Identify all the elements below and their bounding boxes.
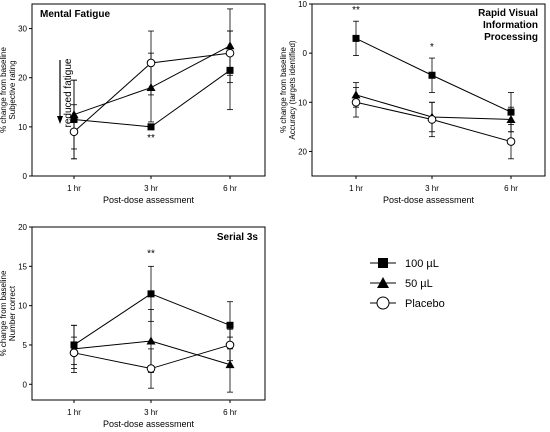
- significance-marker: **: [147, 248, 155, 259]
- y-tick-label: 10: [18, 123, 27, 132]
- y-tick-label: 30: [18, 25, 27, 34]
- data-point: [352, 34, 360, 42]
- data-point: [69, 127, 79, 137]
- x-tick-label: 6 hr: [504, 184, 518, 193]
- legend-label: 100 µL: [405, 258, 439, 270]
- x-tick-label: 1 hr: [67, 408, 81, 417]
- series-square: [70, 265, 234, 366]
- data-point: [506, 137, 516, 146]
- x-tick-label: 3 hr: [144, 184, 158, 193]
- data-point: [146, 58, 156, 68]
- data-point: [427, 115, 437, 124]
- legend-marker: [376, 296, 390, 310]
- legend: 100 µL 50 µL Placebo: [370, 258, 445, 310]
- plot-frame: [31, 226, 266, 401]
- data-point: [506, 114, 516, 123]
- chart-title: Mental Fatigue: [40, 9, 110, 20]
- chart-panel-3: 0 5 10 15 20 1 hr 3 hr 6 hr Post-dose assessment…: [0, 223, 266, 429]
- data-point: [225, 48, 235, 58]
- series-circle: [69, 328, 235, 389]
- significance-marker: *: [430, 42, 434, 53]
- data-point: [147, 290, 155, 298]
- chart-panel-1: 0 10 20 30 1 hr 3 hr 6 hr Post-dose assessment%…: [0, 3, 266, 205]
- data-point: [428, 71, 436, 79]
- legend-marker: [378, 258, 388, 268]
- chart-title: Processing: [484, 32, 538, 43]
- annotation-label: reduced fatigue: [63, 58, 74, 127]
- chart-title: Serial 3s: [217, 232, 259, 243]
- legend-item: 50 µL: [370, 277, 433, 290]
- y-tick-label: 10: [298, 0, 307, 9]
- y-tick-label: 5: [23, 341, 28, 350]
- y-axis-label: Accuracy (targets identified): [288, 40, 297, 139]
- plot-frame: [311, 3, 546, 177]
- plot-frame: [31, 3, 266, 177]
- x-axis-label: Post-dose assessment: [383, 195, 475, 205]
- data-point: [351, 97, 361, 107]
- y-tick-label: 15: [18, 262, 27, 271]
- x-axis-label: Post-dose assessment: [103, 195, 195, 205]
- y-tick-label: 10: [298, 98, 307, 107]
- significance-marker: **: [147, 133, 155, 144]
- y-tick-label: 0: [23, 380, 28, 389]
- data-point: [225, 340, 235, 350]
- series-circle: [351, 87, 516, 160]
- y-tick-label: 0: [23, 172, 28, 181]
- chart-title: Information: [483, 20, 538, 31]
- data-point: [146, 336, 156, 345]
- y-axis-label: % change from baseline: [279, 47, 288, 133]
- legend-item: Placebo: [370, 296, 445, 310]
- legend-item: 100 µL: [370, 258, 439, 270]
- y-tick-label: 20: [18, 74, 27, 83]
- legend-label: 50 µL: [405, 278, 433, 290]
- y-axis-label: Subjective rating: [8, 60, 17, 119]
- series-line: [73, 293, 231, 346]
- x-axis-label: Post-dose assessment: [103, 419, 195, 429]
- series-line: [73, 340, 231, 366]
- significance-marker: **: [352, 5, 360, 16]
- arrow-head: [57, 116, 63, 124]
- x-tick-label: 1 hr: [349, 184, 363, 193]
- data-point: [225, 360, 235, 369]
- data-point: [69, 348, 79, 358]
- series-line: [73, 69, 231, 128]
- x-tick-label: 6 hr: [223, 184, 237, 193]
- chart-panel-2: 10 0 10 20 1 hr 3 hr 6 hr Post-dose assessment%…: [279, 0, 546, 205]
- x-tick-label: 3 hr: [144, 408, 158, 417]
- data-point: [147, 123, 155, 131]
- y-axis-label: % change from baseline: [0, 47, 8, 133]
- y-axis-label: Number correct: [8, 285, 17, 341]
- y-tick-label: 20: [18, 223, 27, 232]
- y-tick-label: 20: [298, 147, 307, 156]
- y-tick-label: 10: [18, 302, 27, 311]
- x-tick-label: 1 hr: [67, 184, 81, 193]
- legend-label: Placebo: [405, 298, 445, 310]
- data-point: [226, 321, 234, 329]
- chart-title: Rapid Visual: [478, 8, 538, 19]
- series-circle: [69, 30, 235, 160]
- x-tick-label: 3 hr: [425, 184, 439, 193]
- data-point: [146, 364, 156, 373]
- y-axis-label: % change from baseline: [0, 270, 8, 356]
- x-tick-label: 6 hr: [223, 408, 237, 417]
- legend-marker: [377, 277, 389, 288]
- y-tick-label: 0: [303, 49, 308, 58]
